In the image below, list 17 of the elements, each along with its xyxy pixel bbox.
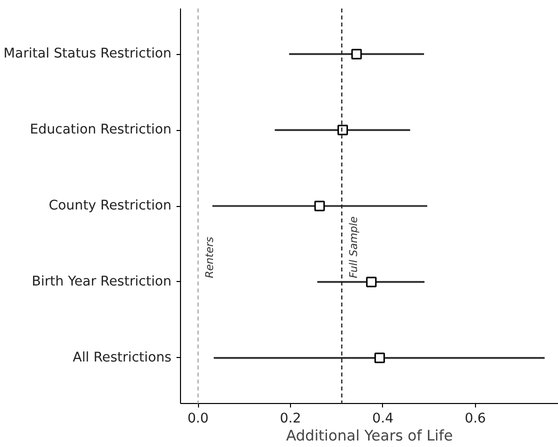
ref-line-label: Renters: [203, 236, 216, 278]
y-tick-label: Marital Status Restriction: [4, 46, 172, 62]
y-tick-label: Education Restriction: [30, 122, 172, 138]
point: [374, 352, 385, 364]
x-tick-label: 0.2: [280, 412, 302, 426]
x-axis-title: Additional Years of Life: [286, 428, 453, 444]
point: [351, 48, 362, 60]
y-tick-label: County Restriction: [48, 198, 172, 214]
x-tick-label: 0.4: [372, 412, 394, 426]
x-tick-label: 0.0: [187, 412, 209, 426]
point: [314, 200, 325, 212]
y-tick-label: Birth Year Restriction: [32, 274, 172, 290]
point: [337, 124, 348, 136]
x-tick-label: 0.6: [464, 412, 486, 426]
ref-line-label: Full Sample: [346, 216, 360, 278]
point: [366, 276, 377, 288]
y-tick-label: All Restrictions: [72, 350, 172, 366]
